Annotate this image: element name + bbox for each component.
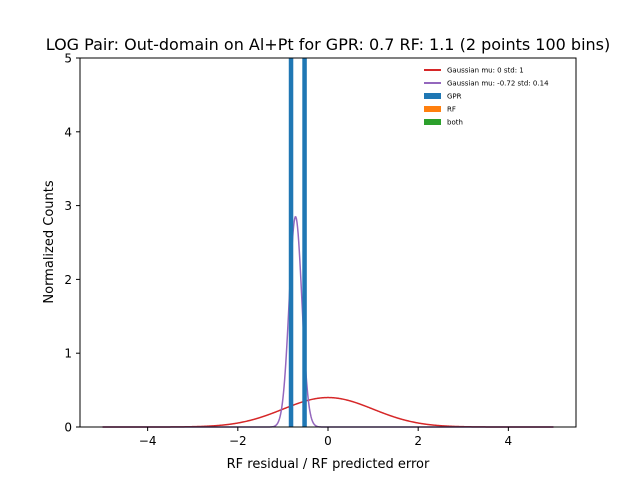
legend-entry-label: GPR bbox=[447, 93, 462, 101]
legend-patch-swatch bbox=[424, 119, 441, 125]
gaussian-curve-1 bbox=[102, 396, 554, 428]
y-tick-label: 1 bbox=[64, 347, 72, 361]
x-tick-label: 2 bbox=[414, 434, 422, 448]
gaussian-curve-2 bbox=[102, 215, 554, 428]
y-tick-label: 3 bbox=[64, 199, 72, 213]
x-tick-label: −4 bbox=[139, 434, 157, 448]
legend-entry-label: both bbox=[447, 119, 463, 127]
x-tick-label: 4 bbox=[505, 434, 513, 448]
y-tick-label: 4 bbox=[64, 125, 72, 139]
chart-title: LOG Pair: Out-domain on Al+Pt for GPR: 0… bbox=[46, 35, 611, 54]
x-tick-label: −2 bbox=[229, 434, 247, 448]
y-tick-label: 5 bbox=[64, 52, 72, 66]
legend-entry-label: Gaussian mu: -0.72 std: 0.14 bbox=[447, 80, 549, 88]
y-tick-label: 2 bbox=[64, 273, 72, 287]
y-tick-label: 0 bbox=[64, 421, 72, 435]
x-axis-label: RF residual / RF predicted error bbox=[227, 457, 430, 472]
gpr-bar-1 bbox=[288, 58, 294, 427]
legend-patch-swatch bbox=[424, 93, 441, 99]
gpr-bar-2 bbox=[302, 58, 307, 427]
plot-area: −4 −2 0 2 4 0 1 2 3 4 5 bbox=[64, 52, 577, 448]
axes-frame bbox=[79, 57, 577, 428]
legend-entry-label: RF bbox=[447, 106, 456, 114]
y-axis-label: Normalized Counts bbox=[42, 180, 57, 303]
x-tick-label: 0 bbox=[324, 434, 332, 448]
legend: Gaussian mu: 0 std: 1 Gaussian mu: -0.72 … bbox=[424, 67, 549, 127]
legend-patch-swatch bbox=[424, 106, 441, 112]
legend-entry-label: Gaussian mu: 0 std: 1 bbox=[447, 67, 524, 75]
